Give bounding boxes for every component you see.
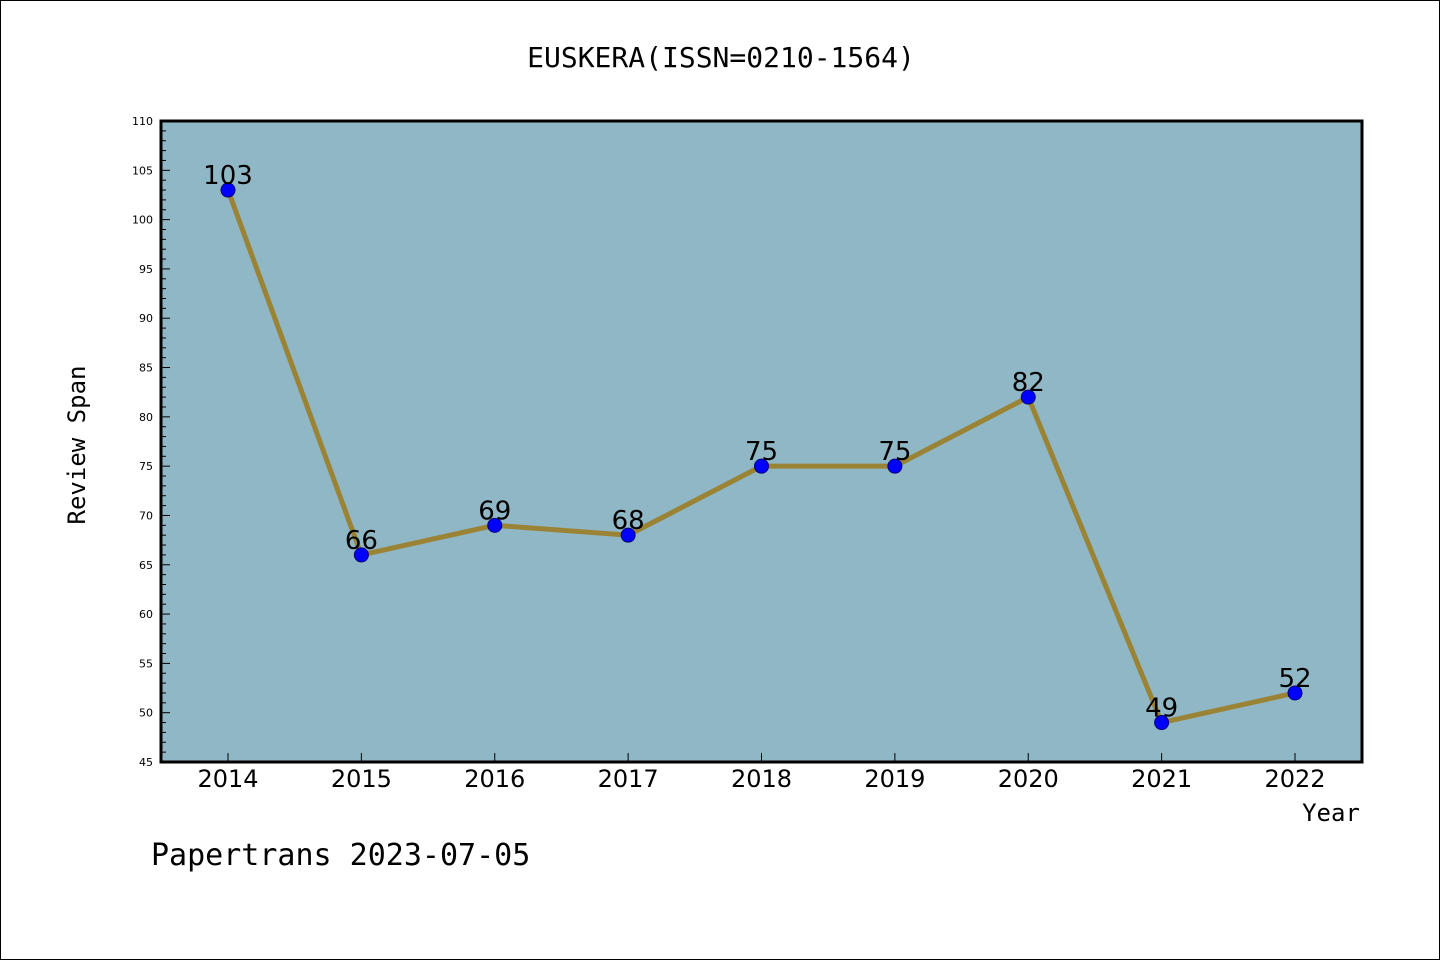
data-point	[220, 182, 236, 198]
data-point	[620, 527, 636, 543]
y-tick-label: 65	[139, 559, 153, 572]
x-tick-label: 2017	[598, 765, 659, 793]
y-tick-label: 90	[139, 312, 153, 325]
data-point	[754, 458, 769, 474]
y-tick-label: 110	[132, 115, 153, 128]
plot-frame	[159, 119, 1364, 764]
chart-title: EUSKERA(ISSN=0210-1564)	[527, 41, 915, 74]
y-tick-label: 55	[139, 657, 153, 670]
data-point	[353, 547, 369, 563]
data-label: 75	[745, 437, 778, 467]
y-tick-label: 85	[139, 362, 153, 375]
y-tick-label: 50	[139, 707, 153, 720]
x-tick-label: 2014	[197, 765, 258, 793]
x-tick-label: 2022	[1264, 765, 1325, 793]
y-tick-label: 60	[139, 608, 153, 621]
data-labels: 103 66 69 68 75 75 82 49 52	[203, 161, 1311, 724]
data-point	[487, 517, 503, 533]
data-label: 52	[1278, 664, 1311, 694]
data-label: 66	[345, 526, 378, 556]
y-tick-label: 100	[132, 214, 153, 227]
data-label: 75	[878, 437, 911, 467]
footer-watermark: Papertrans 2023-07-05	[151, 838, 530, 873]
data-point	[887, 458, 903, 474]
x-tick-label: 2020	[998, 765, 1059, 793]
data-points	[220, 182, 1303, 731]
plot-area	[161, 121, 1362, 762]
y-tick-label: 105	[132, 164, 153, 177]
y-tick-label: 80	[139, 411, 153, 424]
y-tick-label: 70	[139, 509, 153, 522]
x-tick-label: 2018	[731, 765, 792, 793]
data-label: 82	[1012, 368, 1045, 398]
y-tick-label: 45	[139, 756, 153, 769]
data-label: 103	[203, 161, 253, 191]
x-axis: 2014 2015 2016 2017 2018 2019 2020 2021 2022	[197, 753, 1326, 793]
y-tick-label: 95	[139, 263, 153, 276]
data-point	[1287, 685, 1303, 701]
data-label: 69	[478, 496, 511, 526]
data-point	[1154, 715, 1170, 731]
x-tick-label: 2019	[864, 765, 925, 793]
x-tick-label: 2016	[464, 765, 525, 793]
y-axis-label: Review Span	[63, 366, 91, 525]
y-tick-label: 75	[139, 460, 153, 473]
data-label: 49	[1145, 694, 1178, 724]
x-tick-label: 2015	[331, 765, 392, 793]
y-axis: 45 50 55 60 65 70 75 80 85 90 95 100 105 110	[132, 115, 170, 769]
data-point	[1020, 389, 1036, 405]
data-label: 68	[612, 506, 645, 536]
x-axis-label: Year	[1302, 799, 1360, 827]
x-tick-label: 2021	[1131, 765, 1192, 793]
